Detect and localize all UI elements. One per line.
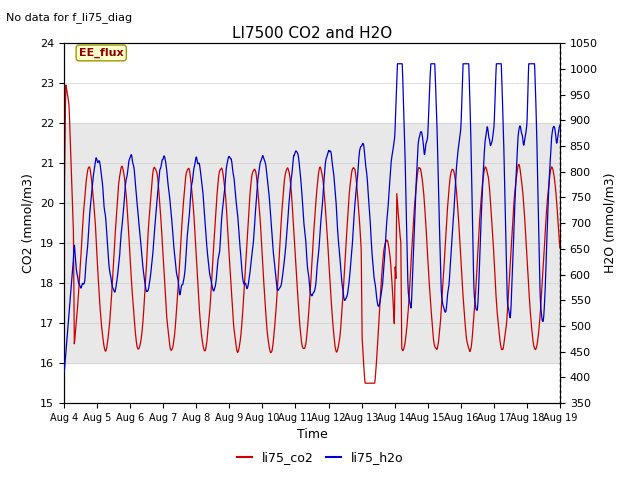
Title: LI7500 CO2 and H2O: LI7500 CO2 and H2O	[232, 25, 392, 41]
Y-axis label: CO2 (mmol/m3): CO2 (mmol/m3)	[22, 173, 35, 273]
Text: No data for f_li75_diag: No data for f_li75_diag	[6, 12, 132, 23]
Y-axis label: H2O (mmol/m3): H2O (mmol/m3)	[604, 173, 616, 274]
Text: EE_flux: EE_flux	[79, 48, 124, 58]
X-axis label: Time: Time	[296, 429, 328, 442]
Bar	[64, 123, 560, 363]
Legend: li75_co2, li75_h2o: li75_co2, li75_h2o	[232, 446, 408, 469]
